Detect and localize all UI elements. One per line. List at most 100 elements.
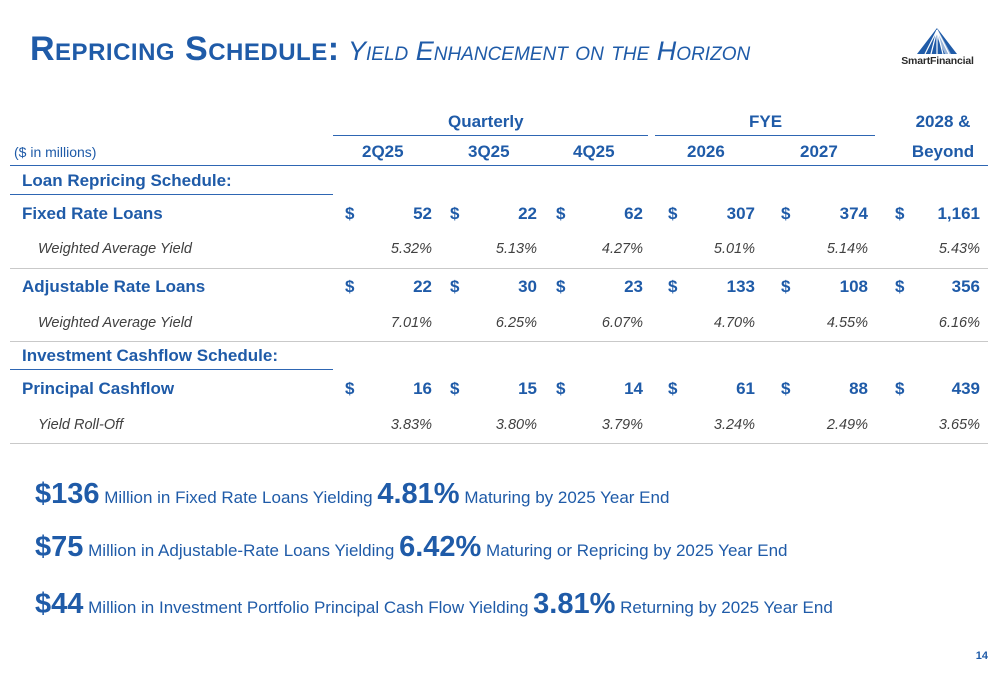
dollar-sign: $	[345, 204, 355, 223]
fixed-yield-3q25: 5.13%	[495, 241, 537, 257]
principal-4q25: 14	[624, 379, 643, 398]
adj-yield-2027: 4.55%	[826, 315, 868, 331]
summary-fixed: $136 Million in Fixed Rate Loans Yieldin…	[35, 478, 669, 511]
fixed-2026: 307	[726, 204, 755, 223]
investment-section-rule	[10, 369, 333, 370]
row-divider	[10, 341, 988, 342]
fixed-beyond: 1,161	[937, 204, 980, 223]
summary-inv-amount: $44	[35, 588, 84, 620]
adj-2q25: 22	[413, 277, 432, 296]
summary-inv-text1: Million in Investment Portfolio Principa…	[88, 598, 529, 617]
summary-fixed-text2: Maturing by 2025 Year End	[464, 488, 670, 507]
row-rolloff-label: Yield Roll-Off	[38, 417, 124, 433]
col-4q25: 4Q25	[573, 142, 615, 161]
col-2026: 2026	[687, 142, 725, 161]
logo-wordmark: SmartFinancial	[901, 55, 974, 67]
dollar-sign: $	[781, 204, 791, 223]
investment-section-title: Investment Cashflow Schedule:	[22, 346, 278, 365]
adj-2026: 133	[726, 277, 755, 296]
row-principal-label: Principal Cashflow	[22, 379, 175, 398]
summary-adj-amount: $75	[35, 531, 84, 563]
summary-investment: $44 Million in Investment Portfolio Prin…	[35, 588, 833, 621]
table-bottom-rule	[10, 443, 988, 444]
summary-fixed-text1: Million in Fixed Rate Loans Yielding	[104, 488, 373, 507]
col-3q25: 3Q25	[468, 142, 510, 161]
dollar-sign: $	[556, 204, 566, 223]
dollar-sign: $	[450, 277, 460, 296]
row-fixed-yield-label: Weighted Average Yield	[38, 241, 192, 257]
title-sub: Yield Enhancement on the Horizon	[347, 36, 751, 66]
fixed-yield-2027: 5.14%	[826, 241, 868, 257]
fixed-2027: 374	[839, 204, 868, 223]
rolloff-2q25: 3.83%	[390, 417, 432, 433]
fixed-2q25: 52	[413, 204, 432, 223]
loan-section-title: Loan Repricing Schedule:	[22, 171, 232, 190]
rolloff-2026: 3.24%	[713, 417, 755, 433]
rolloff-3q25: 3.80%	[495, 417, 537, 433]
dollar-sign: $	[895, 379, 905, 398]
adj-yield-beyond: 6.16%	[938, 315, 980, 331]
fixed-yield-2q25: 5.32%	[390, 241, 432, 257]
col-beyond: Beyond	[911, 142, 975, 161]
summary-fixed-amount: $136	[35, 478, 100, 510]
adj-beyond: 356	[951, 277, 980, 296]
adj-yield-2026: 4.70%	[713, 315, 755, 331]
principal-beyond: 439	[951, 379, 980, 398]
col-2q25: 2Q25	[362, 142, 404, 161]
company-logo: SmartFinancial	[885, 28, 990, 70]
header-quarterly: Quarterly	[448, 112, 524, 131]
summary-adjustable: $75 Million in Adjustable-Rate Loans Yie…	[35, 531, 788, 564]
principal-2q25: 16	[413, 379, 432, 398]
mountain-logo-icon	[917, 28, 957, 54]
dollar-sign: $	[345, 277, 355, 296]
adj-2027: 108	[839, 277, 868, 296]
fye-underline	[655, 135, 875, 136]
adj-yield-2q25: 7.01%	[390, 315, 432, 331]
dollar-sign: $	[345, 379, 355, 398]
row-divider	[10, 268, 988, 269]
adj-4q25: 23	[624, 277, 643, 296]
units-note: ($ in millions)	[14, 144, 97, 160]
rolloff-4q25: 3.79%	[601, 417, 643, 433]
adj-yield-4q25: 6.07%	[601, 315, 643, 331]
loan-section-rule	[10, 194, 333, 195]
rolloff-beyond: 3.65%	[938, 417, 980, 433]
principal-2026: 61	[736, 379, 755, 398]
header-fye: FYE	[749, 112, 783, 131]
summary-adj-text2: Maturing or Repricing by 2025 Year End	[486, 541, 788, 560]
fixed-yield-2026: 5.01%	[713, 241, 755, 257]
page-title: Repricing Schedule: Yield Enhancement on…	[30, 30, 750, 69]
row-fixed-label: Fixed Rate Loans	[22, 204, 163, 223]
adj-yield-3q25: 6.25%	[495, 315, 537, 331]
title-main: Repricing Schedule:	[30, 30, 340, 68]
summary-inv-pct: 3.81%	[533, 588, 616, 620]
dollar-sign: $	[668, 204, 678, 223]
dollar-sign: $	[895, 277, 905, 296]
summary-inv-text2: Returning by 2025 Year End	[620, 598, 833, 617]
dollar-sign: $	[668, 379, 678, 398]
dollar-sign: $	[668, 277, 678, 296]
fixed-yield-beyond: 5.43%	[938, 241, 980, 257]
header-bottom-rule	[10, 165, 988, 166]
summary-adj-pct: 6.42%	[399, 531, 482, 563]
fixed-yield-4q25: 4.27%	[601, 241, 643, 257]
dollar-sign: $	[781, 379, 791, 398]
adj-3q25: 30	[518, 277, 537, 296]
row-adjustable-label: Adjustable Rate Loans	[22, 277, 206, 296]
header-2028: 2028 &	[915, 112, 971, 131]
col-2027: 2027	[800, 142, 838, 161]
fixed-4q25: 62	[624, 204, 643, 223]
row-adj-yield-label: Weighted Average Yield	[38, 315, 192, 331]
principal-2027: 88	[849, 379, 868, 398]
rolloff-2027: 2.49%	[826, 417, 868, 433]
dollar-sign: $	[450, 379, 460, 398]
quarterly-underline	[333, 135, 648, 136]
principal-3q25: 15	[518, 379, 537, 398]
summary-fixed-pct: 4.81%	[377, 478, 460, 510]
page-number: 14	[975, 650, 988, 662]
summary-adj-text1: Million in Adjustable-Rate Loans Yieldin…	[88, 541, 395, 560]
dollar-sign: $	[556, 277, 566, 296]
dollar-sign: $	[450, 204, 460, 223]
fixed-3q25: 22	[518, 204, 537, 223]
dollar-sign: $	[895, 204, 905, 223]
